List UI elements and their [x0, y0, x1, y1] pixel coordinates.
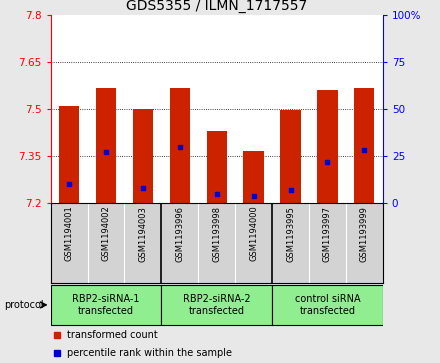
Text: GSM1194003: GSM1194003	[138, 206, 147, 262]
Text: GSM1193996: GSM1193996	[175, 206, 184, 262]
Text: GSM1194002: GSM1194002	[102, 206, 110, 261]
Text: GSM1193995: GSM1193995	[286, 206, 295, 262]
Bar	[354, 89, 374, 203]
Bar	[133, 109, 153, 203]
Bar	[317, 90, 337, 203]
Bar	[59, 106, 79, 203]
Text: GSM1194000: GSM1194000	[249, 206, 258, 261]
Bar	[280, 110, 301, 203]
Text: RBP2-siRNA-1
transfected: RBP2-siRNA-1 transfected	[72, 294, 140, 316]
FancyBboxPatch shape	[161, 285, 272, 325]
Text: RBP2-siRNA-2
transfected: RBP2-siRNA-2 transfected	[183, 294, 250, 316]
Text: GSM1194001: GSM1194001	[65, 206, 73, 261]
Bar	[170, 89, 190, 203]
Text: protocol: protocol	[4, 300, 44, 310]
Bar	[243, 151, 264, 203]
Text: transformed count: transformed count	[67, 330, 158, 340]
Bar	[96, 89, 116, 203]
Text: GSM1193998: GSM1193998	[212, 206, 221, 262]
Title: GDS5355 / ILMN_1717557: GDS5355 / ILMN_1717557	[126, 0, 307, 13]
Bar	[206, 131, 227, 203]
FancyBboxPatch shape	[272, 285, 383, 325]
Text: GSM1193997: GSM1193997	[323, 206, 332, 262]
Text: percentile rank within the sample: percentile rank within the sample	[67, 348, 232, 358]
FancyBboxPatch shape	[51, 285, 161, 325]
Text: GSM1193999: GSM1193999	[360, 206, 369, 262]
Text: control siRNA
transfected: control siRNA transfected	[295, 294, 360, 316]
